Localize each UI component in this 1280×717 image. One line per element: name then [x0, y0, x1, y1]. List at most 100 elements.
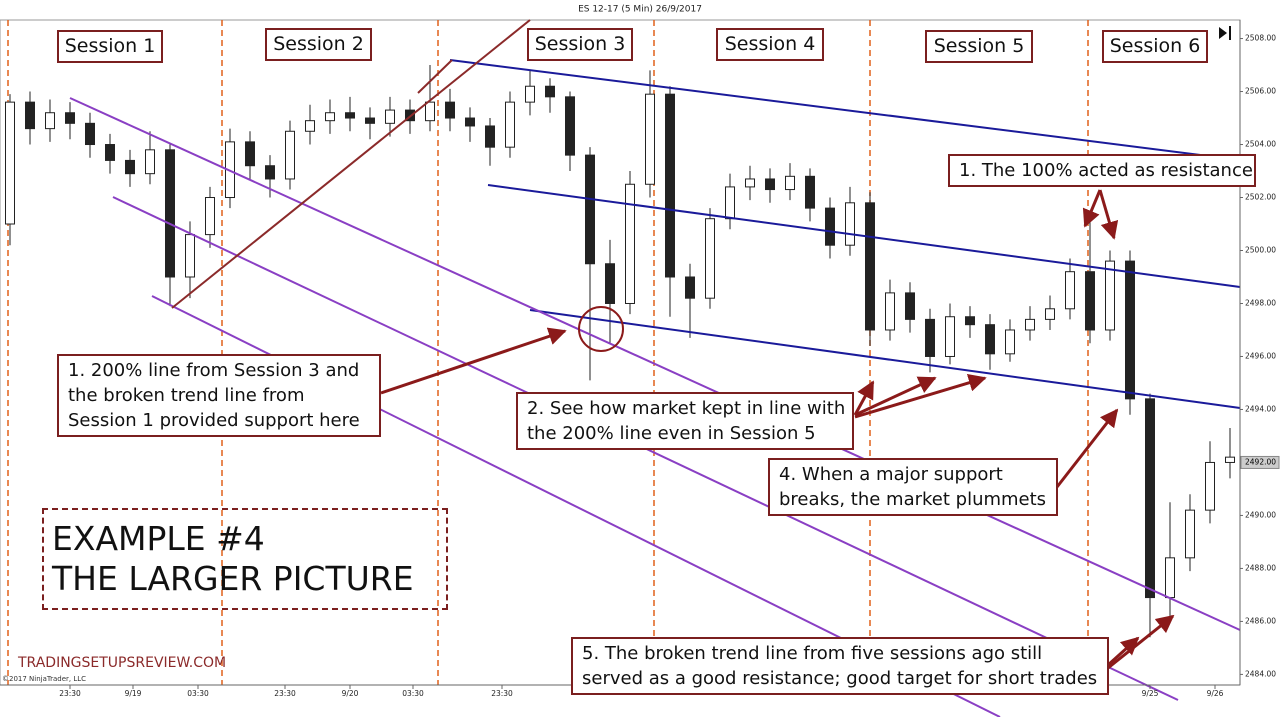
note: 4. When a major support breaks, the marke… — [768, 458, 1058, 516]
candle-body — [145, 149, 155, 175]
candle-body — [925, 318, 935, 357]
x-tick-label: 23:30 — [274, 689, 296, 698]
candle-body — [1145, 398, 1155, 599]
last-price-box — [1240, 455, 1280, 469]
note-line: 5. The broken trend line from five sessi… — [582, 643, 1043, 664]
y-tick-label: 2498.00 — [1245, 298, 1276, 307]
example-subtitle: THE LARGER PICTURE — [52, 559, 414, 598]
note: 1. 200% line from Session 3 and the broke… — [57, 354, 381, 437]
candle-body — [465, 117, 475, 127]
note-line: 1. 200% line from Session 3 and — [68, 360, 360, 381]
candle-body — [165, 149, 175, 278]
candle-body — [705, 218, 715, 299]
candle-body — [1085, 271, 1095, 331]
candle-body — [625, 183, 635, 304]
last-price-label: 2492.00 — [1245, 457, 1276, 466]
y-tick-label: 2496.00 — [1245, 351, 1276, 360]
session-label: Session 1 — [57, 30, 163, 63]
session-label: Session 4 — [716, 28, 824, 61]
candle-body — [1225, 456, 1235, 463]
note-line: the 200% line even in Session 5 — [527, 423, 816, 444]
candle-body — [825, 207, 835, 246]
note-line: 2. See how market kept in line with — [527, 398, 846, 419]
session-label: Session 5 — [925, 30, 1033, 63]
note-line: the broken trend line from — [68, 385, 305, 406]
candle-body — [245, 141, 255, 167]
watermark: TRADINGSETUPSREVIEW.COM — [18, 655, 227, 671]
y-tick-label: 2494.00 — [1245, 404, 1276, 413]
candle-body — [645, 93, 655, 185]
candle-body — [765, 178, 775, 191]
y-tick-label: 2500.00 — [1245, 245, 1276, 254]
x-tick-label: 9/25 — [1142, 689, 1159, 698]
candle-body — [965, 316, 975, 326]
note-line: served as a good resistance; good target… — [582, 668, 1098, 689]
candle-body — [385, 109, 395, 124]
arrows — [380, 189, 1175, 670]
candle-body — [285, 130, 295, 180]
note-line: Session 1 provided support here — [68, 410, 360, 431]
candle-body — [265, 165, 275, 180]
y-tick-label: 2486.00 — [1245, 616, 1276, 625]
note-line: 1. The 100% acted as resistance — [959, 160, 1253, 181]
note-line: 4. When a major support — [779, 464, 1003, 485]
note: 5. The broken trend line from five sessi… — [571, 637, 1109, 695]
y-tick-label: 2490.00 — [1245, 510, 1276, 519]
x-tick-label: 23:30 — [491, 689, 513, 698]
candle-body — [185, 234, 195, 278]
plot-area — [0, 19, 1241, 686]
y-tick-label: 2506.00 — [1245, 87, 1276, 96]
candle-body — [1105, 260, 1115, 331]
candles — [5, 65, 1235, 638]
x-tick-label: 9/19 — [125, 689, 142, 698]
candle-body — [205, 197, 215, 236]
candle-body — [685, 276, 695, 299]
candle-body — [85, 122, 95, 146]
session-label: Session 6 — [1102, 30, 1208, 63]
candle-body — [525, 85, 535, 103]
candle-body — [305, 120, 315, 132]
candle-body — [725, 186, 735, 220]
candle-body — [445, 101, 455, 119]
candle-body — [605, 263, 615, 304]
note: 2. See how market kept in line with the 2… — [516, 392, 854, 450]
note: 1. The 100% acted as resistance — [948, 154, 1256, 187]
x-tick-label: 03:30 — [402, 689, 424, 698]
candle-body — [565, 96, 575, 156]
candle-body — [5, 101, 15, 225]
y-tick-label: 2484.00 — [1245, 669, 1276, 678]
candle-body — [1165, 557, 1175, 599]
candle-body — [865, 202, 875, 331]
x-tick-label: 9/26 — [1207, 689, 1224, 698]
y-tick-label: 2504.00 — [1245, 140, 1276, 149]
candle-body — [365, 117, 375, 124]
candle-body — [1185, 509, 1195, 559]
note-line: breaks, the market plummets — [779, 489, 1047, 510]
x-tick-label: 9/20 — [342, 689, 359, 698]
candle-body — [745, 178, 755, 188]
candle-body — [1205, 461, 1215, 511]
session-label: Session 2 — [265, 28, 372, 61]
x-tick-label: 23:30 — [59, 689, 81, 698]
candle-body — [905, 292, 915, 320]
candle-body — [345, 112, 355, 119]
candle-body — [885, 292, 895, 331]
candle-body — [25, 101, 35, 130]
y-tick-label: 2508.00 — [1245, 34, 1276, 43]
y-tick-label: 2488.00 — [1245, 563, 1276, 572]
candle-body — [805, 175, 815, 209]
candle-body — [325, 112, 335, 122]
candle-body — [425, 101, 435, 122]
candle-body — [785, 175, 795, 191]
play-icon[interactable] — [1219, 26, 1231, 40]
candle-body — [1025, 318, 1035, 331]
candle-body — [45, 112, 55, 130]
example-box: EXAMPLE #4 THE LARGER PICTURE — [42, 508, 448, 610]
candle-body — [545, 85, 555, 98]
candle-body — [585, 154, 595, 265]
y-tick-label: 2502.00 — [1245, 193, 1276, 202]
candle-body — [1125, 260, 1135, 400]
candle-body — [945, 316, 955, 357]
